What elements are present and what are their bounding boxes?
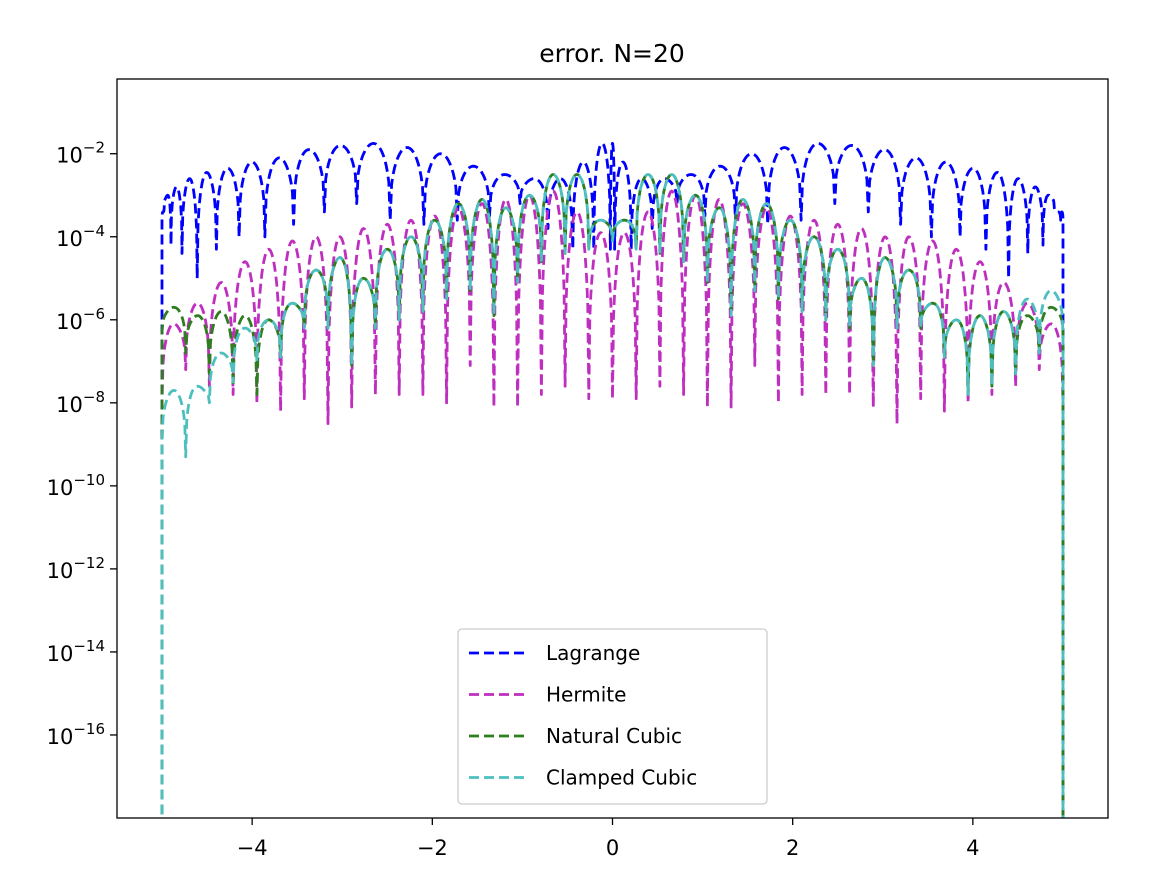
y-tick-label: 10−14 xyxy=(47,637,105,666)
x-tick-label: 0 xyxy=(606,836,619,860)
y-tick-exponent: −12 xyxy=(73,554,105,572)
y-tick-base: 10 xyxy=(47,559,74,583)
y-tick-exponent: −14 xyxy=(73,637,105,655)
legend-label: Hermite xyxy=(546,683,626,707)
y-tick-label: 10−2 xyxy=(56,139,105,168)
y-tick-base: 10 xyxy=(56,144,83,168)
legend-label: Lagrange xyxy=(546,641,640,665)
x-axis: −4 −2 0 2 4 xyxy=(237,818,980,860)
x-tick-label: 4 xyxy=(966,836,979,860)
legend-box xyxy=(457,628,768,805)
y-tick-base: 10 xyxy=(56,393,83,417)
y-tick-label: 10−6 xyxy=(56,305,105,334)
y-tick-exponent: −4 xyxy=(83,222,105,240)
y-tick-label: 10−12 xyxy=(47,554,105,583)
series-line-3 xyxy=(160,173,1065,818)
y-tick-label: 10−10 xyxy=(47,471,105,500)
y-tick-exponent: −10 xyxy=(73,471,105,489)
y-tick-exponent: −2 xyxy=(83,139,105,157)
x-tick-label: 2 xyxy=(786,836,799,860)
y-tick-base: 10 xyxy=(56,310,83,334)
y-tick-base: 10 xyxy=(47,476,74,500)
y-tick-exponent: −6 xyxy=(83,305,105,323)
legend-label: Clamped Cubic xyxy=(546,766,697,790)
y-tick-exponent: −8 xyxy=(83,388,105,406)
y-tick-exponent: −16 xyxy=(73,720,105,738)
series-layer xyxy=(160,142,1065,818)
legend-label: Natural Cubic xyxy=(546,724,682,748)
y-tick-label: 10−16 xyxy=(47,720,105,749)
chart-title: error. N=20 xyxy=(539,39,685,68)
series-line-1 xyxy=(160,189,1065,818)
y-tick-base: 10 xyxy=(47,642,74,666)
y-tick-label: 10−4 xyxy=(56,222,105,251)
y-tick-label: 10−8 xyxy=(56,388,105,417)
y-tick-base: 10 xyxy=(56,227,83,251)
y-tick-base: 10 xyxy=(47,725,74,749)
legend: Lagrange Hermite Natural Cubic Clamped Cubi… xyxy=(457,628,768,805)
x-tick-label: −2 xyxy=(417,836,448,860)
series-line-0 xyxy=(160,142,1065,818)
x-tick-label: −4 xyxy=(237,836,268,860)
